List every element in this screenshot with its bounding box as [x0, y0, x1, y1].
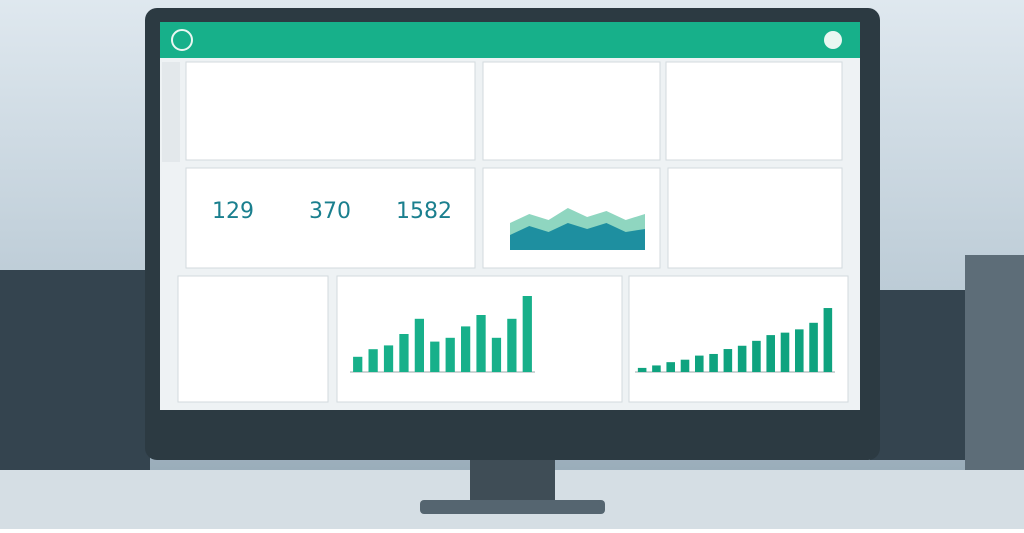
panel	[185, 167, 476, 269]
bar	[430, 341, 440, 372]
panel	[665, 61, 843, 161]
bar	[680, 359, 690, 372]
bar	[652, 365, 661, 372]
bar	[809, 322, 818, 372]
bar	[368, 349, 378, 372]
bar	[823, 308, 833, 372]
panel	[482, 61, 661, 161]
monitor-neck	[470, 455, 555, 505]
bar	[666, 362, 675, 372]
bar	[507, 318, 517, 372]
kpi-value: 129	[212, 199, 254, 224]
bar	[737, 345, 747, 372]
bar	[353, 356, 363, 372]
logo	[171, 29, 193, 51]
bar	[695, 355, 704, 372]
bar	[766, 335, 775, 372]
side-monitor	[0, 270, 150, 470]
header-bar	[160, 22, 860, 58]
bar	[476, 315, 486, 372]
sidebar	[162, 62, 180, 162]
monitor-base	[420, 500, 605, 514]
avatar	[824, 31, 842, 49]
bar	[414, 318, 424, 372]
bar	[383, 345, 394, 372]
kpi-value: 1582	[396, 199, 452, 224]
panel	[185, 61, 476, 161]
bar	[795, 329, 804, 372]
kpi-value: 370	[309, 199, 351, 224]
bar	[491, 337, 502, 372]
bar	[709, 353, 718, 372]
panel	[177, 275, 329, 403]
panel	[667, 167, 843, 269]
bar	[723, 349, 733, 372]
side-monitor	[870, 290, 965, 460]
bar	[780, 332, 790, 372]
bar	[399, 334, 409, 372]
bar	[637, 367, 647, 372]
bar	[522, 296, 532, 372]
bar	[461, 326, 471, 372]
area	[510, 223, 645, 250]
marks: 129 370 1582	[212, 199, 833, 372]
bar	[445, 337, 455, 372]
bar	[752, 340, 761, 372]
